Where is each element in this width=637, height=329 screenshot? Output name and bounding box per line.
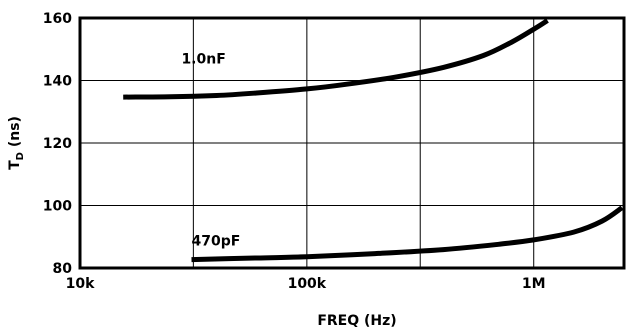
grid-lines (79, 17, 624, 269)
series-labels: 1.0nF 470pF (181, 51, 240, 249)
x-axis-title: FREQ (Hz) (317, 313, 396, 329)
series-line-1.0nF (123, 18, 549, 100)
series-label-1.0nF: 1.0nF (181, 51, 225, 67)
y-axis-title-unit: (ns) (7, 116, 23, 152)
plot-frame (78, 16, 626, 270)
y-tick-labels: 80 100 120 140 160 (43, 11, 72, 277)
y-tick-label: 100 (43, 199, 72, 215)
y-axis-title-main: T (7, 160, 23, 170)
y-tick-label: 80 (53, 261, 73, 277)
x-tick-label: 10k (66, 276, 95, 292)
curves (123, 18, 624, 263)
y-axis-title-subscript: D (15, 152, 26, 160)
y-tick-label: 120 (43, 136, 72, 152)
y-tick-label: 160 (43, 11, 72, 27)
y-tick-label: 140 (43, 74, 72, 90)
series-line-470pF (191, 205, 624, 263)
x-tick-label: 100k (288, 276, 327, 292)
x-tick-labels: 10k 100k 1M (66, 276, 546, 292)
y-axis-title: TD (ns) (7, 116, 26, 170)
series-label-470pF: 470pF (191, 234, 240, 250)
x-tick-label: 1M (522, 276, 546, 292)
